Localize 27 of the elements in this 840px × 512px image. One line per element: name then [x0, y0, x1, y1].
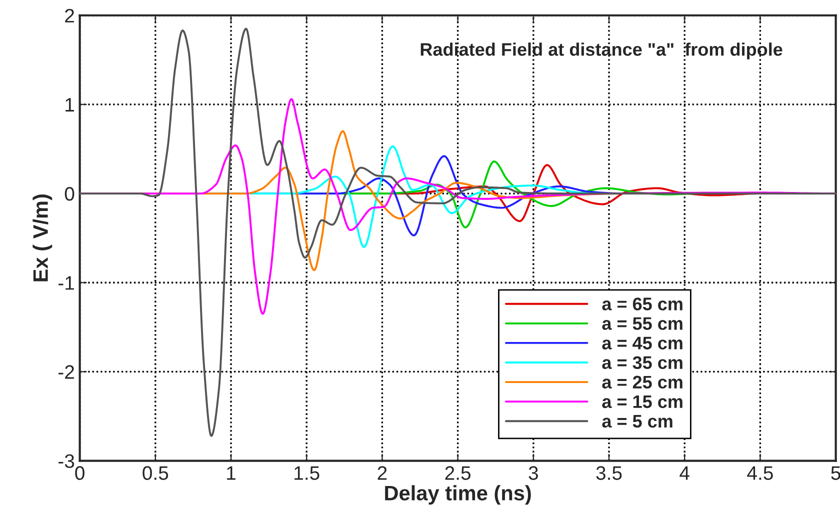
x-tick-label: 1	[227, 466, 236, 480]
x-tick-label: 3.5	[596, 466, 622, 480]
x-tick-label: 0.5	[142, 466, 168, 480]
legend-label: a = 25 cm	[602, 376, 682, 389]
x-tick-label: 1.5	[294, 466, 320, 480]
x-axis-title: Delay time (ns)	[385, 485, 531, 505]
y-axis-title: Ex ( V/m)	[32, 194, 52, 282]
legend-label: a = 35 cm	[602, 356, 682, 370]
annotation: Radiated Field at distance "a" from dipole	[420, 42, 782, 60]
legend-label: a = 55 cm	[602, 317, 682, 330]
y-tick-label: 0	[64, 187, 74, 201]
y-tick-label: -2	[58, 365, 74, 379]
legend-label: a = 45 cm	[602, 336, 682, 350]
y-tick-label: 2	[65, 8, 74, 22]
x-tick-label: 4.5	[747, 466, 773, 480]
y-tick-label: -1	[58, 276, 74, 290]
x-tick-label: 2.5	[445, 466, 470, 480]
legend-label: a = 65 cm	[602, 298, 682, 310]
x-tick-label: 2	[378, 466, 387, 480]
x-tick-label: 5	[831, 466, 840, 480]
y-tick-label: 1	[66, 98, 74, 112]
x-tick-label: 4	[680, 466, 690, 480]
y-tick-label: -3	[58, 454, 74, 468]
x-tick-label: 0	[75, 466, 84, 480]
legend-label: a = 5 cm	[602, 415, 672, 428]
legend-label: a = 15 cm	[602, 395, 682, 408]
x-tick-label: 3	[528, 466, 538, 480]
